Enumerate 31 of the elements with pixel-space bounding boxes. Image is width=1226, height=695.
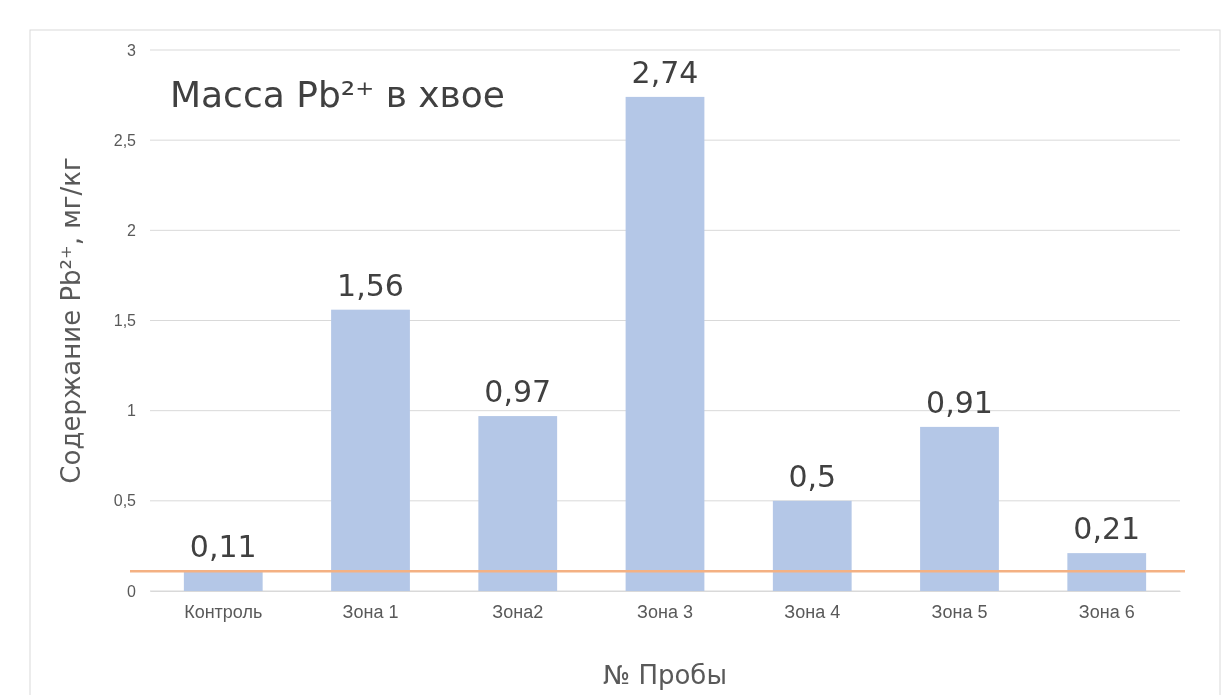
x-tick-label: Зона 6 [1078, 601, 1135, 622]
x-tick-label: Зона 3 [637, 601, 693, 622]
y-tick-label: 0 [127, 582, 137, 600]
data-label: 2,74 [631, 54, 699, 90]
bar [772, 500, 852, 591]
x-tick-label: Контроль [184, 601, 263, 622]
bar [625, 96, 705, 591]
data-label: 0,5 [788, 458, 837, 494]
y-tick-label: 1 [127, 402, 137, 420]
x-tick-label: Зона2 [492, 601, 544, 622]
text: Масса Pb²⁺ в хвое [170, 74, 506, 115]
data-label: 1,56 [337, 267, 404, 303]
y-tick-label: 2 [127, 221, 137, 239]
x-axis-title: № Пробы [603, 660, 727, 690]
bar [1067, 553, 1147, 591]
y-tick-label: 3 [127, 41, 137, 59]
y-tick-label: 1,5 [113, 312, 137, 330]
data-label: 0,91 [926, 384, 993, 420]
bar [920, 426, 999, 591]
bar [183, 571, 263, 591]
x-tick-label: Зона 5 [931, 601, 988, 622]
y-axis-title: Содержание Pb²⁺, мг/кг [56, 157, 86, 484]
bar [478, 416, 558, 591]
x-tick-label: Зона 1 [342, 601, 399, 622]
x-tick-label: Зона 4 [784, 601, 841, 622]
data-label: 0,97 [484, 374, 552, 410]
data-label: 0,11 [189, 529, 257, 565]
bar [331, 309, 410, 591]
y-tick-label: 2,5 [113, 131, 137, 149]
y-tick-label: 0,5 [113, 492, 137, 510]
data-label: 0,21 [1073, 511, 1141, 547]
